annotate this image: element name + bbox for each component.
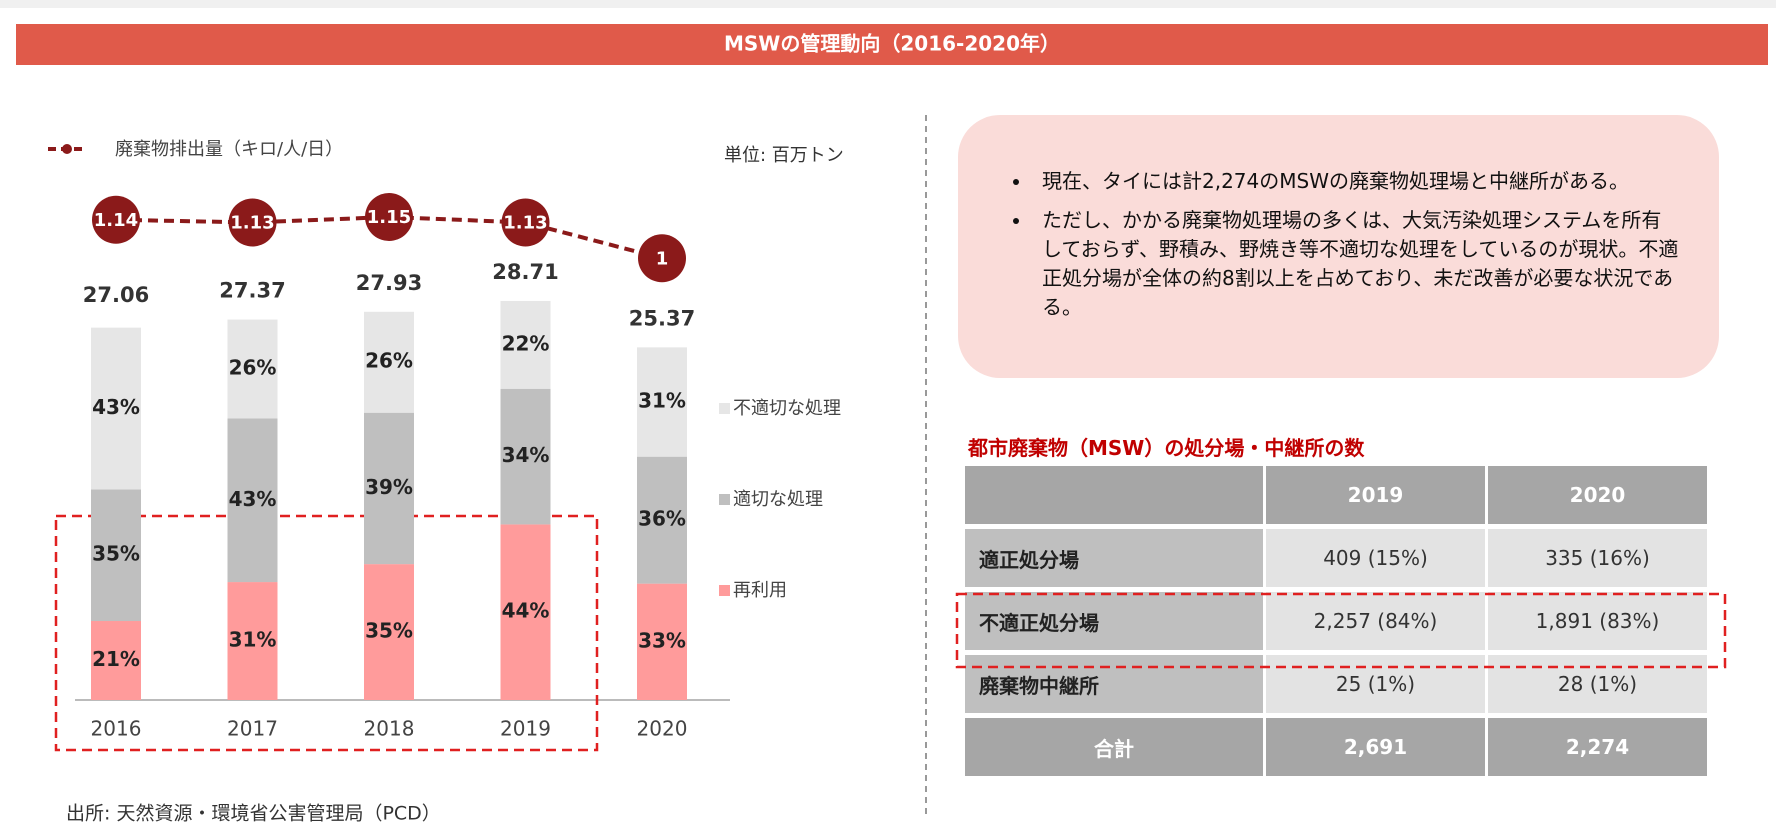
header-cell: 2019 (1266, 466, 1485, 524)
legend-swatch (719, 585, 730, 596)
line-label: 1.14 (94, 210, 138, 231)
line-series (115, 214, 663, 261)
legend-label: 再利用 (733, 580, 787, 601)
table-cell: 409 (15%) (1266, 529, 1485, 587)
x-tick-label: 2016 (91, 717, 142, 741)
data-label: 21% (92, 647, 140, 671)
bar-segment (637, 583, 687, 700)
total-label: 27.37 (219, 279, 285, 303)
bar-segment (637, 456, 687, 584)
header-cell (965, 466, 1263, 524)
total-label: 25.37 (629, 306, 695, 330)
data-label: 26% (229, 356, 277, 380)
data-label: 39% (365, 475, 413, 499)
table-title: 都市廃棄物（MSW）の処分場・中継所の数 (968, 436, 1365, 460)
line-point (638, 234, 686, 283)
header-title: MSWの管理動向（2016-2020年） (724, 32, 1060, 56)
line-point (228, 198, 277, 247)
bar-segment (500, 388, 551, 525)
bar-segment (364, 412, 414, 565)
x-tick-label: 2020 (637, 717, 688, 741)
x-tick-label: 2019 (500, 717, 551, 741)
line-label: 1 (656, 248, 669, 269)
bar-segment (500, 300, 551, 389)
line-point (501, 198, 550, 247)
notes-list: 現在、タイには計2,274のMSWの廃棄物処理場と中継所がある。 ただし、かかる… (1010, 167, 1679, 322)
table-header-row: 2019 2020 (965, 466, 1707, 524)
data-label: 43% (92, 395, 140, 419)
table-cell: 廃棄物中継所 (965, 655, 1263, 713)
data-label: 44% (502, 599, 550, 623)
table-cell: 合計 (965, 718, 1263, 776)
data-label: 33% (638, 628, 686, 652)
table-cell: 2,274 (1488, 718, 1707, 776)
data-label: 22% (502, 331, 550, 355)
legend-label: 廃棄物排出量（キロ/人/日） (115, 139, 343, 160)
table-cell: 適正処分場 (965, 529, 1263, 587)
table-cell: 不適正処分場 (965, 592, 1263, 650)
notes-box: 現在、タイには計2,274のMSWの廃棄物処理場と中継所がある。 ただし、かかる… (958, 115, 1719, 378)
data-label: 43% (229, 487, 277, 511)
bar-segment (364, 564, 414, 700)
top-band (0, 0, 1776, 8)
x-tick-label: 2018 (364, 717, 415, 741)
note: ただし、かかる廃棄物処理場の多くは、大気汚染処理システムを所有しておらず、野積み… (1032, 206, 1679, 322)
table-cell: 25 (1%) (1266, 655, 1485, 713)
legend-swatch (719, 494, 730, 505)
table-cell: 1,891 (83%) (1488, 592, 1707, 650)
bar-segment (227, 319, 278, 419)
table-cell: 28 (1%) (1488, 655, 1707, 713)
legend-swatch (719, 403, 730, 414)
bar-segment (637, 347, 687, 457)
data-label: 31% (229, 628, 277, 652)
line-point (365, 193, 413, 241)
bar-segment (227, 418, 278, 583)
source: 出所: 天然資源・環境省公害管理局（PCD） (66, 803, 441, 823)
bar-segment (91, 327, 141, 490)
table-cell: 335 (16%) (1488, 529, 1707, 587)
legend-label: 適切な処理 (733, 489, 823, 510)
data-label: 31% (638, 389, 686, 413)
bar-segment (91, 489, 141, 622)
bar-segment (227, 582, 278, 700)
table-row: 適正処分場 409 (15%) 335 (16%) (965, 529, 1707, 587)
table-row: 廃棄物中継所 25 (1%) 28 (1%) (965, 655, 1707, 713)
data-label: 34% (502, 443, 550, 467)
table-total-row: 合計 2,691 2,274 (965, 718, 1707, 776)
table-cell: 2,691 (1266, 718, 1485, 776)
note: 現在、タイには計2,274のMSWの廃棄物処理場と中継所がある。 (1032, 167, 1679, 196)
total-label: 27.06 (83, 283, 149, 307)
x-tick-label: 2017 (227, 717, 278, 741)
line-label: 1.13 (503, 213, 547, 234)
line-label: 1.15 (367, 207, 411, 228)
highlight-box (54, 514, 599, 752)
bar-segment (364, 311, 414, 413)
table-cell: 2,257 (84%) (1266, 592, 1485, 650)
table: 2019 2020 適正処分場 409 (15%) 335 (16%) 不適正処分場 2,2… (962, 461, 1710, 781)
line-label: 1.13 (230, 213, 274, 234)
line-point (92, 195, 140, 244)
unit-label: 単位: 百万トン (724, 145, 844, 166)
header-bar (16, 24, 1768, 65)
data-label: 35% (92, 542, 140, 566)
data-label: 35% (365, 619, 413, 643)
table-body: 2019 2020 適正処分場 409 (15%) 335 (16%) 不適正処分場 2,2… (965, 466, 1707, 776)
total-label: 28.71 (492, 260, 558, 284)
table-row: 不適正処分場 2,257 (84%) 1,891 (83%) (965, 592, 1707, 650)
data-label: 36% (638, 507, 686, 531)
data-label: 26% (365, 349, 413, 373)
legend-label: 不適切な処理 (733, 398, 841, 419)
legend-dot (62, 144, 72, 154)
bar-segment (91, 621, 141, 700)
bar-segment (500, 524, 551, 700)
total-label: 27.93 (356, 271, 422, 295)
header-cell: 2020 (1488, 466, 1707, 524)
